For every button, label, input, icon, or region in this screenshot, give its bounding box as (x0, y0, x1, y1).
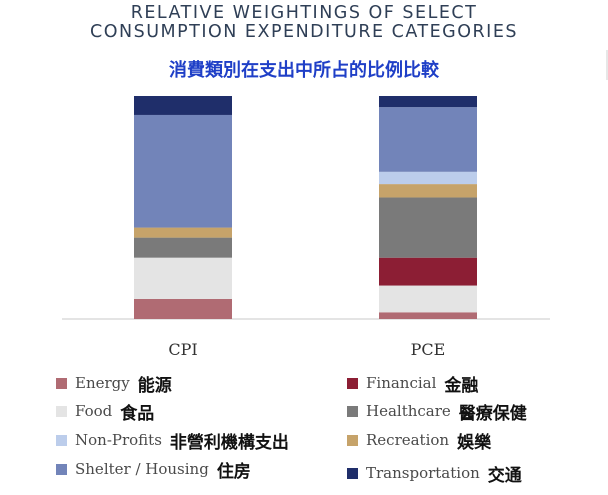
bar-segment-cpi-energy (134, 298, 232, 319)
legend-label-food: Food (75, 402, 113, 420)
legend-swatch-financial (347, 377, 358, 389)
bar-segment-pce-non-profits (379, 171, 477, 185)
legend-label-energy-zh: 能源 (137, 375, 172, 396)
legend-label-shelter-housing-zh: 住房 (216, 461, 251, 482)
chart-title-line2: CONSUMPTION EXPENDITURE CATEGORIES (90, 22, 518, 42)
bar-segment-pce-transportation (379, 96, 477, 108)
legend-item-shelter-housing: Shelter / Housing 住房 (56, 456, 251, 482)
edge-divider (606, 50, 608, 80)
bar-segment-cpi-transportation (134, 96, 232, 115)
legend-label-non-profits: Non-Profits (75, 431, 162, 449)
legend-swatch-healthcare (347, 405, 358, 417)
category-label-pce: PCE (411, 340, 446, 359)
bar-segment-cpi-food (134, 257, 232, 299)
legend-swatch-food (56, 405, 67, 417)
bar-segment-pce-healthcare (379, 197, 477, 258)
stacked-bar-chart: CPI PCE (62, 96, 550, 359)
legend-label-recreation-zh: 娛樂 (457, 432, 492, 453)
legend-item-food: Food 食品 (56, 398, 154, 424)
legend-label-healthcare-zh: 醫療保健 (458, 403, 527, 424)
legend-item-financial: Financial 金融 (347, 370, 478, 396)
bar-segment-cpi-shelter-housing (134, 114, 232, 228)
legend-label-transportation: Transportation (366, 464, 480, 482)
bar-segment-pce-food (379, 285, 477, 313)
bar-segment-cpi-healthcare (134, 237, 232, 258)
legend-item-healthcare: Healthcare 醫療保健 (347, 398, 527, 424)
legend-item-non-profits: Non-Profits 非營利機構支出 (56, 427, 289, 453)
legend-label-transportation-zh: 交通 (487, 465, 522, 486)
bar-segment-pce-recreation (379, 184, 477, 198)
legend-label-healthcare: Healthcare (366, 402, 451, 420)
chart-legend: Energy 能源 Financial 金融 Food 食品 Healthcar… (0, 370, 608, 495)
legend-label-financial-zh: 金融 (444, 375, 479, 396)
legend-item-energy: Energy 能源 (56, 370, 172, 396)
bars-group (134, 96, 477, 319)
bar-segment-cpi-recreation (134, 227, 232, 238)
legend-item-recreation: Recreation 娛樂 (347, 427, 491, 453)
legend-label-non-profits-zh: 非營利機構支出 (169, 432, 289, 453)
legend-swatch-recreation (347, 434, 358, 446)
bar-segment-pce-energy (379, 312, 477, 319)
legend-swatch-shelter-housing (56, 463, 67, 475)
legend-label-shelter-housing: Shelter / Housing (75, 460, 209, 478)
chart-title-line1: RELATIVE WEIGHTINGS OF SELECT (130, 3, 478, 23)
chart-title-chinese: 消費類別在支出中所占的比例比較 (169, 60, 439, 81)
bar-segment-pce-financial (379, 257, 477, 286)
legend-swatch-non-profits (56, 434, 67, 446)
legend-swatch-transportation (347, 467, 358, 479)
category-label-cpi: CPI (168, 340, 197, 359)
legend-label-financial: Financial (366, 374, 437, 392)
legend-label-recreation: Recreation (366, 431, 450, 449)
legend-label-energy: Energy (75, 374, 130, 392)
legend-label-food-zh: 食品 (120, 403, 155, 424)
bar-segment-pce-shelter-housing (379, 107, 477, 172)
legend-item-transportation: Transportation 交通 (347, 460, 522, 486)
legend-swatch-energy (56, 377, 67, 389)
